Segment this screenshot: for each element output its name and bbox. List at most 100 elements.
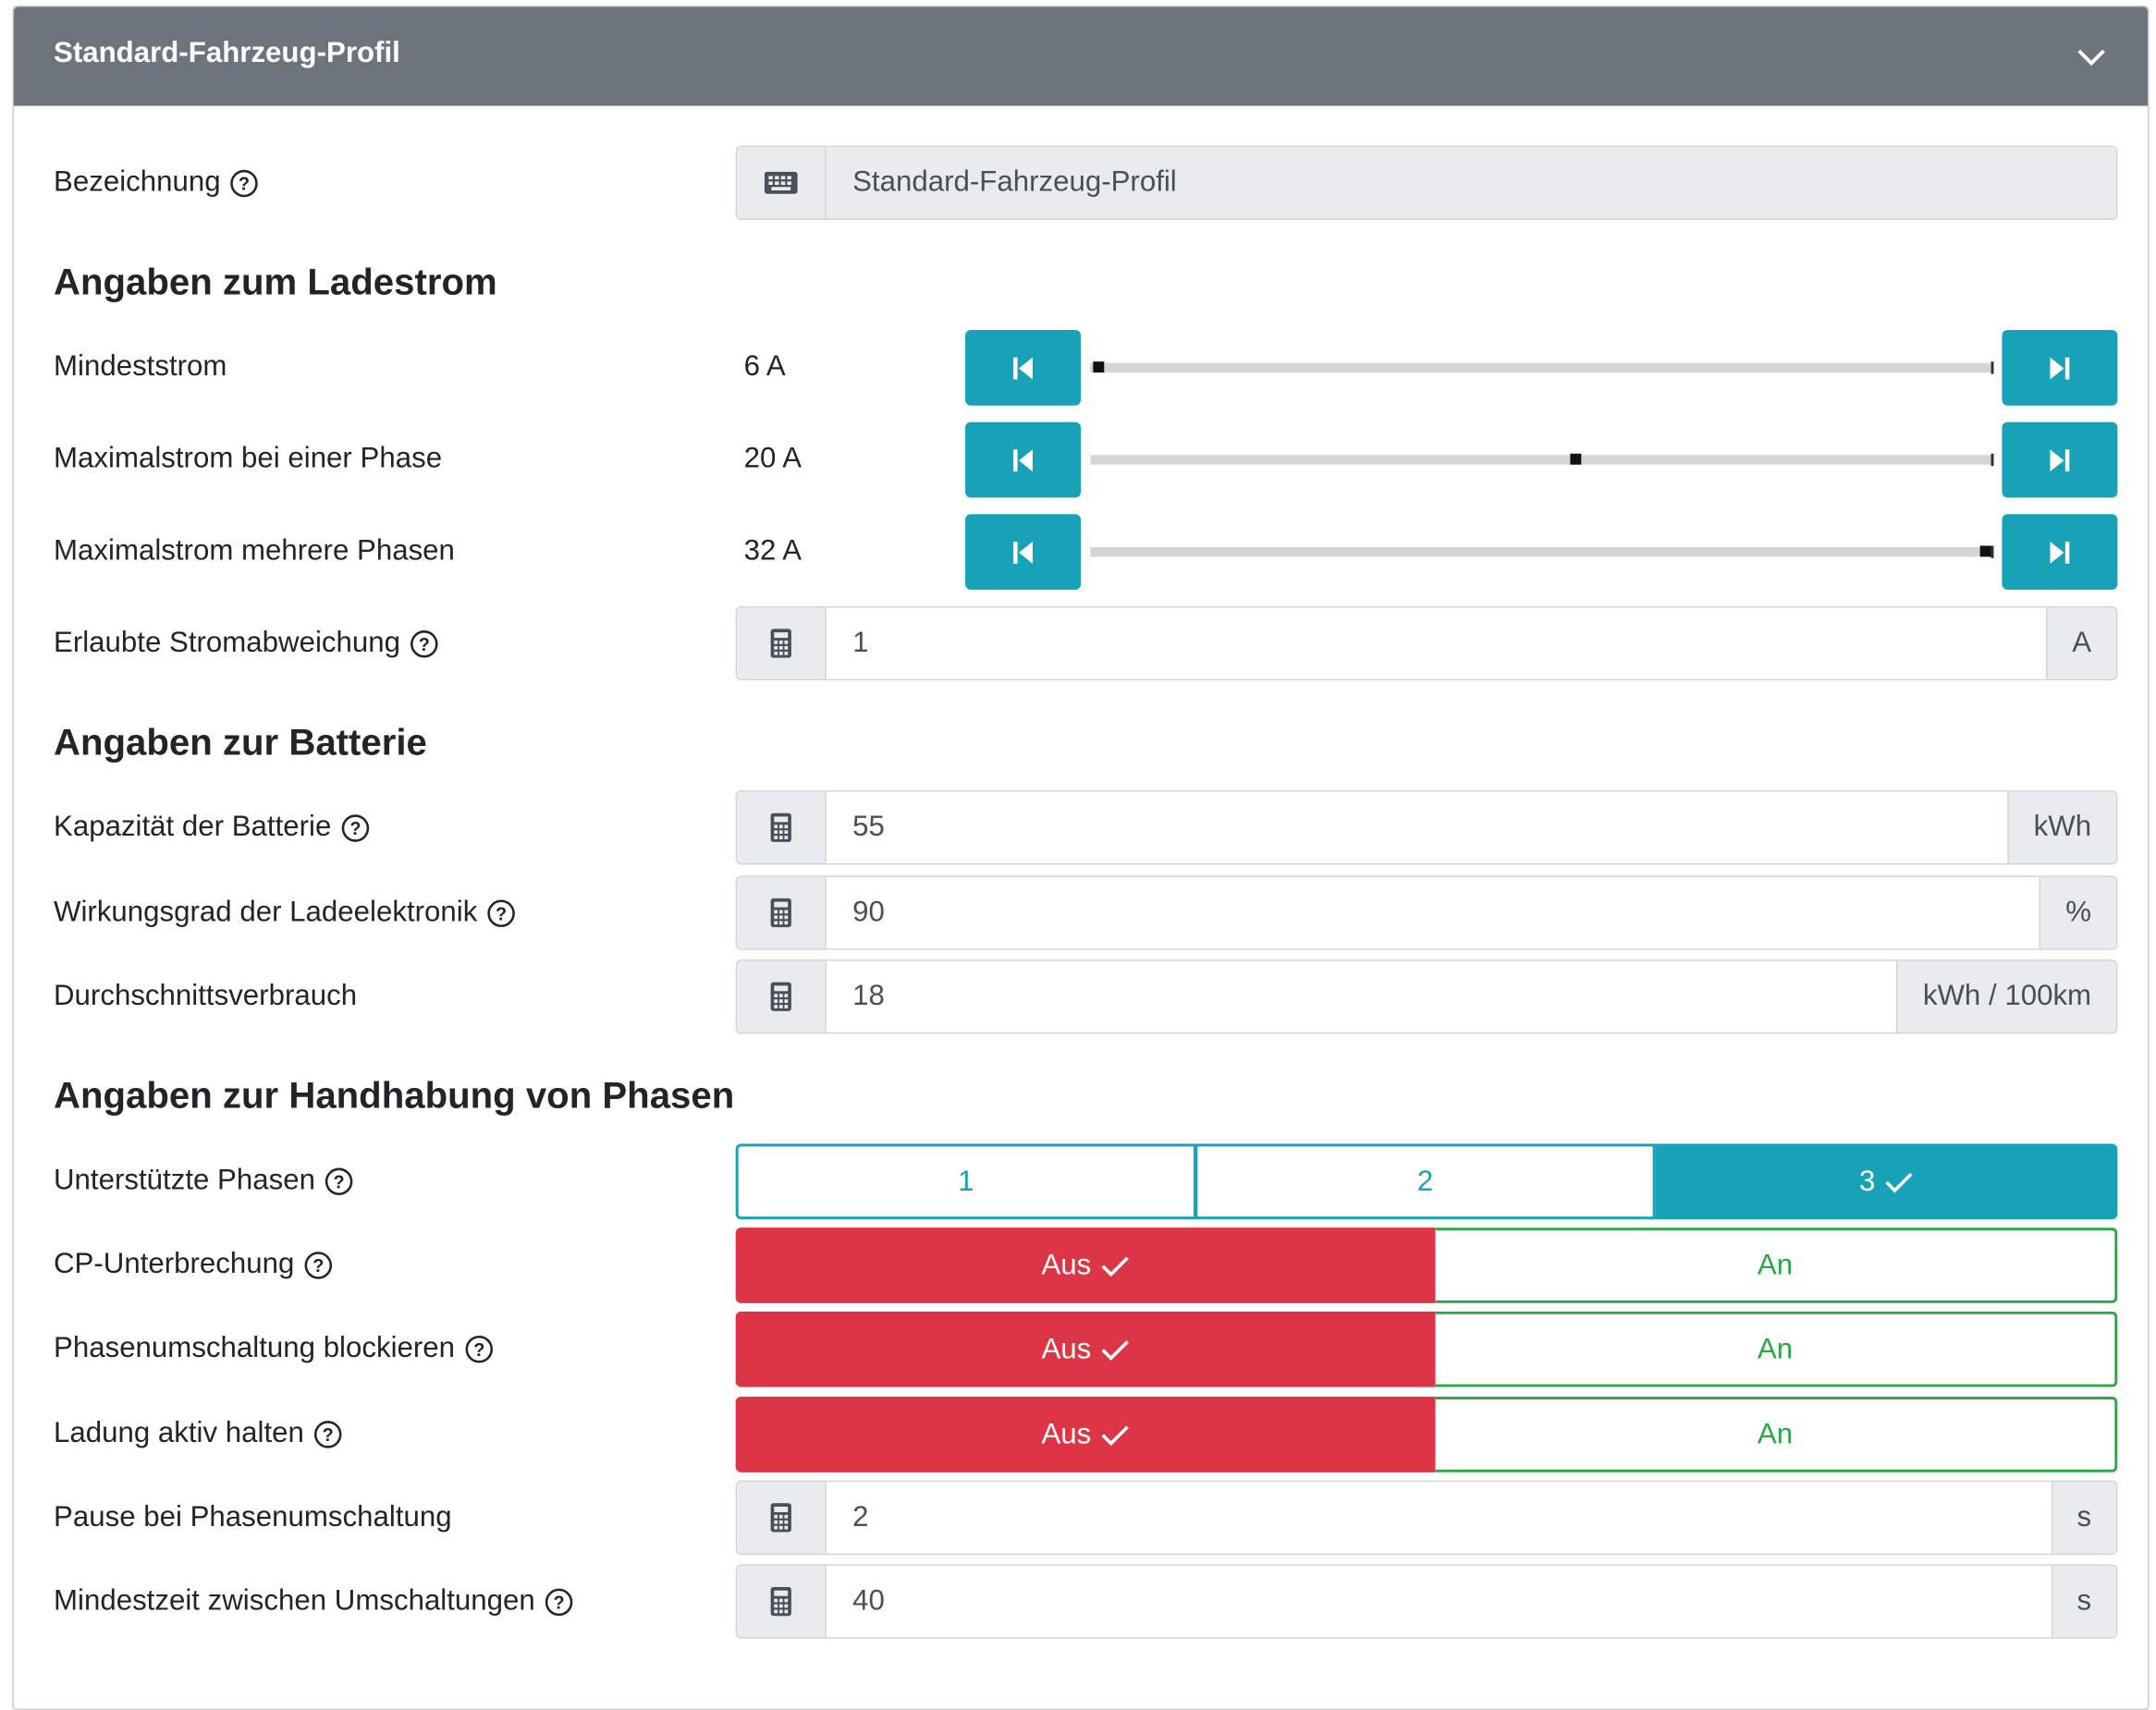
slider-value: 6 A	[743, 350, 786, 383]
section-phasen-heading: Angaben zur Handhabung von Phasen	[54, 1075, 735, 1117]
check-icon	[1884, 1172, 1913, 1192]
help-icon[interactable]: ?	[341, 813, 370, 842]
pause-input-group: 2 s	[735, 1480, 2118, 1556]
slider-min-button[interactable]	[965, 421, 1081, 498]
phase-option-2[interactable]: 2	[1194, 1143, 1656, 1220]
phase-option-3[interactable]: 3	[1655, 1143, 2118, 1220]
slider-end-mark	[1991, 361, 1994, 374]
mindestzeit-input[interactable]: 40	[826, 1565, 2052, 1638]
slider-thumb[interactable]	[1979, 545, 1991, 557]
toggle-off-button[interactable]: Aus	[735, 1311, 1436, 1387]
svg-text:?: ?	[419, 634, 430, 654]
kapazitaet-label: Kapazität der Batterie ?	[54, 811, 370, 844]
keyboard-icon	[737, 147, 827, 219]
slider-track[interactable]	[1090, 361, 1994, 374]
pause-input[interactable]: 2	[826, 1482, 2052, 1554]
help-icon[interactable]: ?	[464, 1334, 493, 1362]
pause-label: Pause bei Phasenumschaltung	[54, 1501, 452, 1533]
slider-value: 32 A	[743, 534, 802, 567]
calculator-icon	[737, 1482, 827, 1554]
stromabweichung-input[interactable]: 1	[826, 607, 2046, 679]
phase-option-1[interactable]: 1	[735, 1143, 1196, 1220]
skip-end-icon	[2050, 448, 2070, 471]
slider-end-mark	[1991, 453, 1994, 467]
help-icon[interactable]: ?	[487, 898, 516, 927]
skip-end-icon	[2050, 541, 2070, 564]
help-icon[interactable]: ?	[325, 1166, 353, 1195]
stromabweichung-label: Erlaubte Stromabweichung ?	[54, 627, 439, 660]
calculator-icon	[737, 791, 827, 863]
card-header[interactable]: Standard-Fahrzeug-Profil	[13, 6, 2149, 106]
chevron-down-icon[interactable]	[2076, 45, 2107, 67]
stromabweichung-input-group: 1 A	[735, 605, 2118, 681]
slider-label: Maximalstrom bei einer Phase	[54, 442, 443, 475]
stromabweichung-unit: A	[2045, 607, 2116, 679]
check-icon	[1100, 1339, 1129, 1361]
kapazitaet-input-group: 55 kWh	[735, 790, 2118, 865]
slider-label: Mindeststrom	[54, 350, 227, 383]
mindestzeit-unit: s	[2051, 1565, 2116, 1638]
calculator-icon	[737, 876, 827, 949]
toggle-label: CP-Unterbrechung ?	[54, 1248, 333, 1281]
toggle-label: Phasenumschaltung blockieren ?	[54, 1332, 494, 1365]
mindestzeit-input-group: 40 s	[735, 1564, 2118, 1639]
toggle-button-group: Aus An	[735, 1228, 2118, 1303]
toggle-on-button[interactable]: An	[1435, 1311, 2118, 1387]
skip-start-icon	[1013, 356, 1033, 379]
skip-start-icon	[1013, 448, 1033, 471]
help-icon[interactable]: ?	[410, 629, 438, 657]
slider-end-mark	[1991, 545, 1994, 558]
help-icon[interactable]: ?	[230, 168, 259, 197]
bezeichnung-input[interactable]: Standard-Fahrzeug-Profil	[826, 147, 2116, 219]
wirkungsgrad-unit: %	[2040, 876, 2116, 949]
slider-min-button[interactable]	[965, 329, 1081, 406]
mindestzeit-label: Mindestzeit zwischen Umschaltungen ?	[54, 1585, 573, 1618]
svg-text:?: ?	[312, 1255, 324, 1276]
slider-track[interactable]	[1090, 453, 1994, 467]
kapazitaet-unit: kWh	[2007, 791, 2116, 863]
skip-start-icon	[1013, 541, 1033, 564]
calculator-icon	[737, 960, 827, 1032]
slider-thumb[interactable]	[1570, 453, 1582, 465]
toggle-label: Ladung aktiv halten ?	[54, 1417, 343, 1450]
slider-max-button[interactable]	[2002, 329, 2118, 406]
wirkungsgrad-label: Wirkungsgrad der Ladeelektronik ?	[54, 897, 516, 930]
help-icon[interactable]: ?	[304, 1251, 333, 1279]
section-batterie-heading: Angaben zur Batterie	[54, 721, 427, 763]
svg-text:?: ?	[334, 1172, 345, 1192]
svg-text:?: ?	[554, 1593, 565, 1613]
slider-max-button[interactable]	[2002, 514, 2118, 591]
toggle-off-button[interactable]: Aus	[735, 1397, 1436, 1472]
calculator-icon	[737, 607, 827, 679]
toggle-off-button[interactable]: Aus	[735, 1228, 1436, 1303]
slider-value: 20 A	[743, 442, 802, 475]
toggle-on-button[interactable]: An	[1435, 1397, 2118, 1472]
help-icon[interactable]: ?	[545, 1587, 573, 1616]
svg-text:?: ?	[239, 174, 251, 194]
slider-max-button[interactable]	[2002, 421, 2118, 498]
check-icon	[1100, 1424, 1129, 1446]
card-title: Standard-Fahrzeug-Profil	[54, 37, 400, 69]
svg-text:?: ?	[349, 818, 361, 838]
verbrauch-input-group: 18 kWh / 100km	[735, 959, 2118, 1034]
kapazitaet-input[interactable]: 55	[826, 791, 2008, 863]
toggle-on-button[interactable]: An	[1435, 1228, 2118, 1303]
svg-text:?: ?	[473, 1339, 484, 1360]
verbrauch-unit: kWh / 100km	[1896, 960, 2116, 1032]
slider-label: Maximalstrom mehrere Phasen	[54, 534, 455, 567]
calculator-icon	[737, 1565, 827, 1638]
slider-track[interactable]	[1090, 545, 1994, 558]
wirkungsgrad-input[interactable]: 90	[826, 876, 2040, 949]
slider-thumb[interactable]	[1093, 361, 1105, 373]
help-icon[interactable]: ?	[313, 1420, 342, 1448]
bezeichnung-label: Bezeichnung ?	[54, 166, 259, 200]
phasen-button-group: 1 2 3	[735, 1143, 2118, 1220]
section-ladestrom-heading: Angaben zum Ladestrom	[54, 261, 497, 303]
phasen-label: Unterstützte Phasen ?	[54, 1165, 354, 1198]
toggle-button-group: Aus An	[735, 1397, 2118, 1472]
bezeichnung-input-group: Standard-Fahrzeug-Profil	[735, 145, 2118, 220]
verbrauch-input[interactable]: 18	[826, 960, 1897, 1032]
toggle-button-group: Aus An	[735, 1311, 2118, 1387]
skip-end-icon	[2050, 356, 2070, 379]
slider-min-button[interactable]	[965, 514, 1081, 591]
